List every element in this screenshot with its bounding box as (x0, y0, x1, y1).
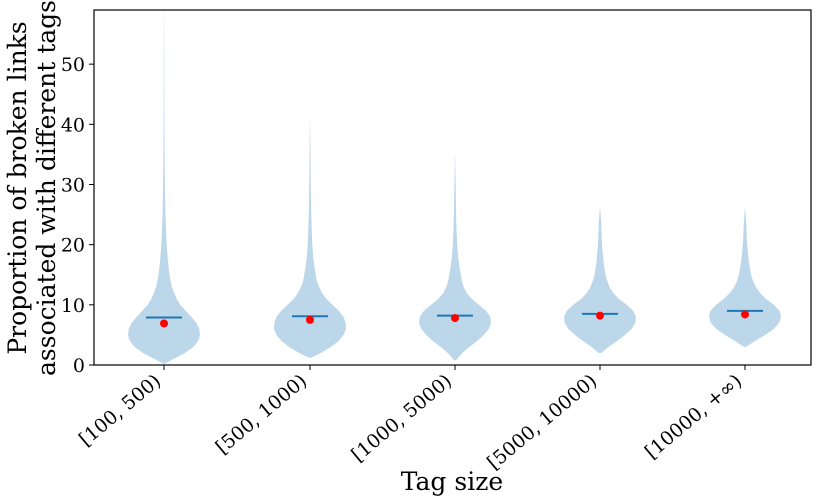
y-tick-label: 50 (61, 54, 85, 76)
mean-point (596, 311, 604, 320)
x-axis-title: Tag size (401, 467, 503, 496)
x-tick-label: [100, 500) (75, 370, 165, 451)
y-axis-title-line-2: associated with different tags (32, 0, 61, 376)
y-tick-label: 0 (73, 355, 85, 377)
violin-layer (128, 13, 781, 364)
y-tick-label: 40 (61, 114, 85, 136)
y-axis-title-line-1: Proportion of broken links (3, 21, 32, 354)
violin-body (564, 208, 636, 353)
x-tick-label: [5000, 10000) (483, 370, 601, 474)
y-tick-label: 10 (61, 295, 85, 317)
violin-body (274, 121, 346, 358)
x-axis-ticks: [100, 500) [500, 1000) [1000, 5000) [5000, … (75, 365, 746, 474)
x-tick-label: [500, 1000) (212, 370, 312, 459)
violin-body (128, 13, 200, 364)
y-tick-label: 30 (61, 174, 85, 196)
x-tick-label: [10000, +∞) (641, 370, 746, 463)
mean-point (741, 310, 749, 319)
mean-point (451, 314, 459, 323)
mean-point (306, 315, 314, 324)
marker-layer (146, 309, 763, 328)
y-tick-label: 20 (61, 235, 85, 257)
violin-body (709, 208, 781, 347)
plot-frame (93, 9, 812, 366)
y-axis-ticks: 0 10 20 30 40 50 (61, 54, 94, 377)
x-tick-label: [1000, 5000) (347, 370, 456, 466)
violin-body (419, 154, 491, 361)
mean-point (160, 319, 168, 328)
